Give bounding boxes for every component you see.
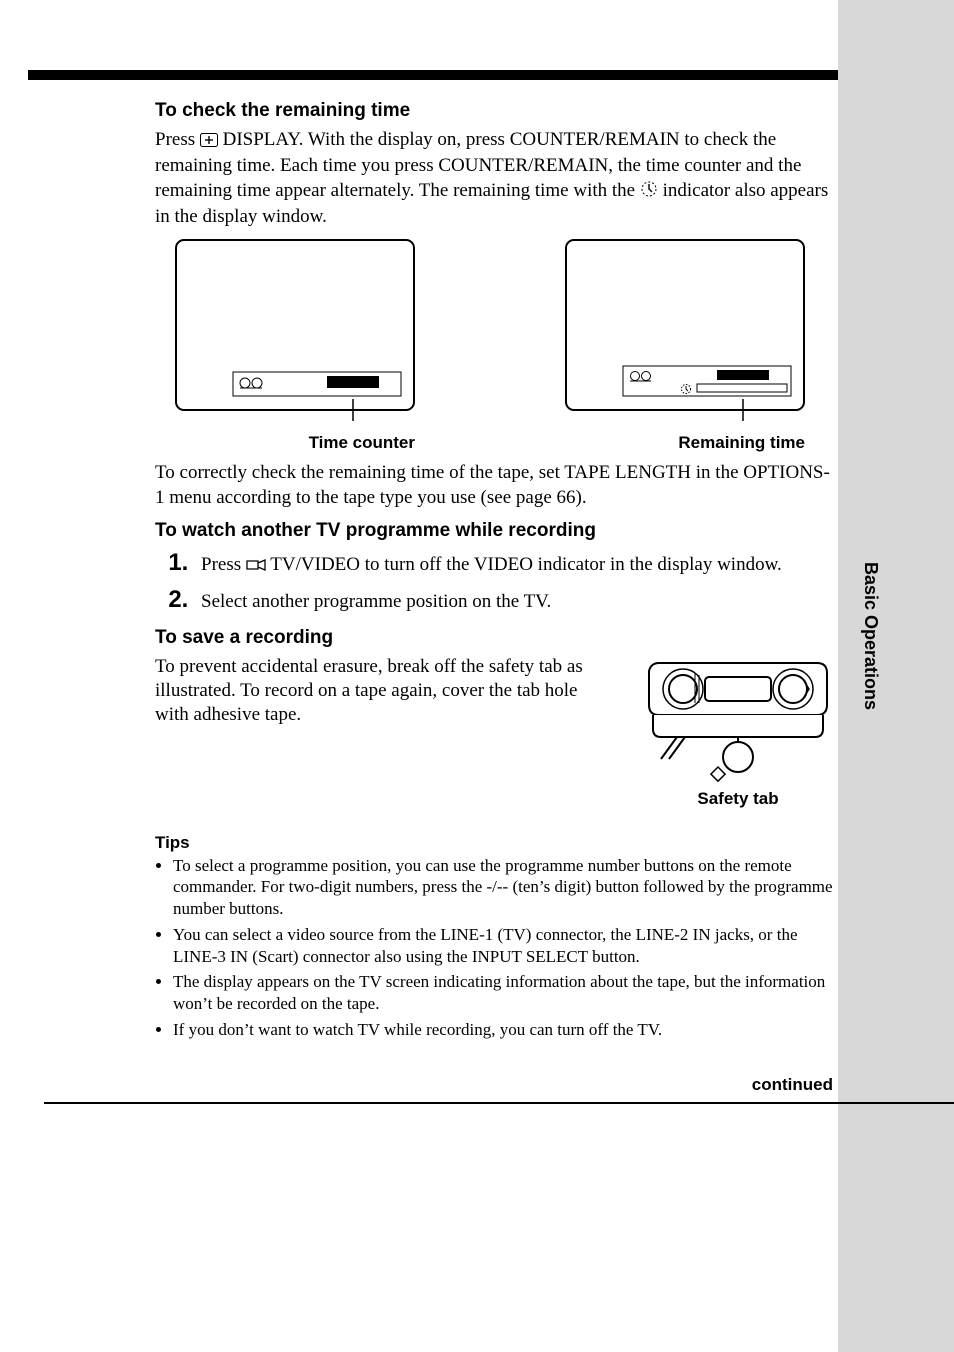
tv-diagram-remaining xyxy=(565,239,805,427)
save-recording-row: To prevent accidental erasure, break off… xyxy=(155,655,833,809)
caption-remaining-time: Remaining time xyxy=(678,433,805,453)
steps-list: Press TV/VIDEO to turn off the VIDEO ind… xyxy=(155,548,833,615)
tip-item: To select a programme position, you can … xyxy=(173,855,833,920)
tip-item: If you don’t want to watch TV while reco… xyxy=(173,1019,833,1041)
figure-row: Time counter xyxy=(155,239,833,453)
tip-item: The display appears on the TV screen ind… xyxy=(173,971,833,1015)
header-rule xyxy=(28,70,838,80)
paragraph-save-recording: To prevent accidental erasure, break off… xyxy=(155,655,615,728)
section-tab: Basic Operations xyxy=(838,558,954,748)
text: Press xyxy=(201,554,246,575)
paragraph-check-remaining: Press DISPLAY. With the display on, pres… xyxy=(155,128,833,229)
tips-list: To select a programme position, you can … xyxy=(155,855,833,1041)
paragraph-tape-length: To correctly check the remaining time of… xyxy=(155,461,833,510)
tape-remain-icon xyxy=(640,180,658,205)
body-column: To check the remaining time Press DISPLA… xyxy=(155,100,833,1095)
section-tab-label: Basic Operations xyxy=(860,562,881,710)
text: Press xyxy=(155,129,200,150)
tip-item: You can select a video source from the L… xyxy=(173,924,833,968)
heading-watch-another: To watch another TV programme while reco… xyxy=(155,520,833,542)
step-2: Select another programme position on the… xyxy=(195,585,833,614)
content-area: To check the remaining time Press DISPLA… xyxy=(0,0,838,1352)
step-1: Press TV/VIDEO to turn off the VIDEO ind… xyxy=(195,548,833,579)
tips-heading: Tips xyxy=(155,833,833,853)
cassette-diagram xyxy=(643,655,833,785)
text: TV/VIDEO to turn off the VIDEO indicator… xyxy=(270,554,782,575)
page: To check the remaining time Press DISPLA… xyxy=(0,0,954,1352)
info-plus-icon xyxy=(200,130,218,154)
figure-cassette: Safety tab xyxy=(643,655,833,809)
continued-label: continued xyxy=(155,1075,833,1095)
tv-diagram-counter xyxy=(175,239,415,427)
tv-video-icon xyxy=(246,555,266,579)
caption-safety-tab: Safety tab xyxy=(697,789,778,809)
footer-rule xyxy=(44,1102,954,1104)
heading-check-remaining: To check the remaining time xyxy=(155,100,833,122)
figure-time-counter: Time counter xyxy=(155,239,415,453)
figure-remaining-time: Remaining time xyxy=(545,239,805,453)
caption-time-counter: Time counter xyxy=(309,433,415,453)
heading-save-recording: To save a recording xyxy=(155,627,833,649)
